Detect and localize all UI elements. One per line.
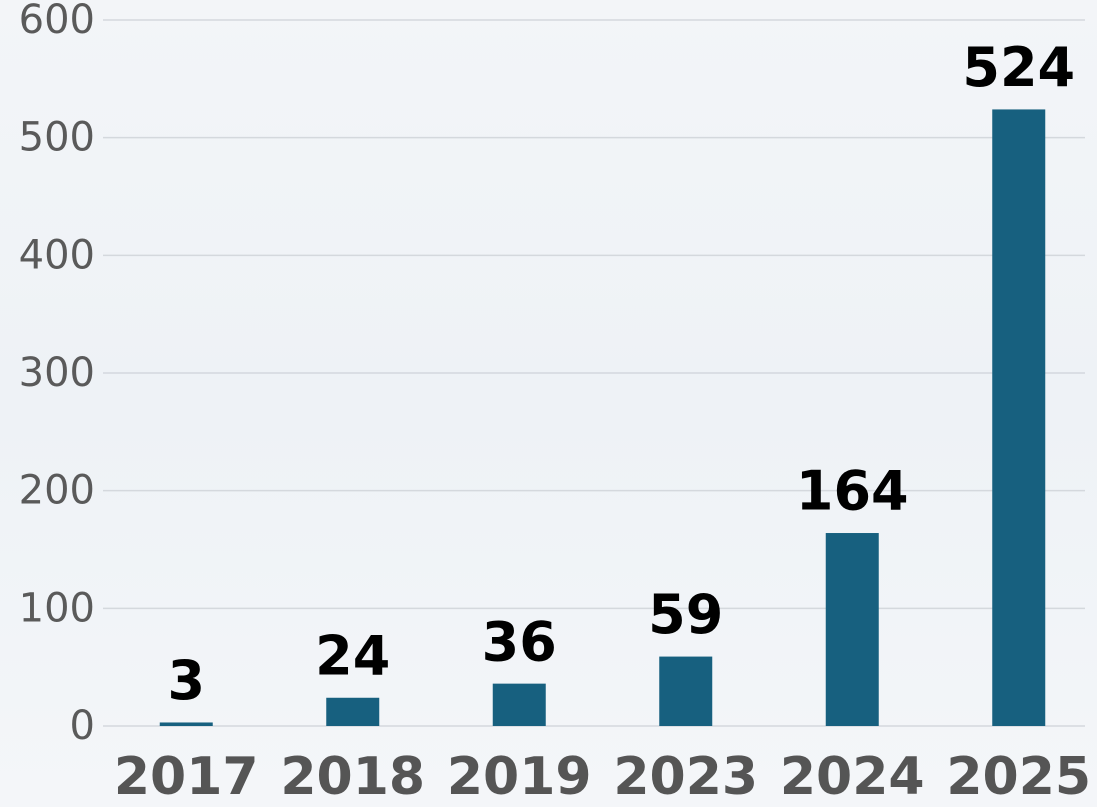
x-tick-label: 2023 (613, 747, 758, 807)
x-tick-label: 2018 (280, 747, 425, 807)
y-tick-label: 400 (19, 232, 95, 278)
bar (659, 656, 713, 726)
y-tick-label: 100 (19, 585, 95, 631)
y-tick-label: 300 (19, 350, 95, 396)
y-tick-label: 0 (70, 703, 95, 749)
y-tick-label: 600 (19, 0, 95, 43)
y-tick-label: 500 (19, 115, 95, 161)
x-tick-label: 2017 (114, 747, 259, 807)
value-label: 24 (315, 624, 390, 687)
value-label: 3 (167, 649, 205, 712)
bar (992, 109, 1046, 727)
value-label: 524 (962, 36, 1075, 99)
x-tick-label: 2019 (447, 747, 592, 807)
x-tick-label: 2025 (946, 747, 1091, 807)
x-tick-label: 2024 (780, 747, 925, 807)
value-label: 164 (796, 460, 909, 523)
bar (825, 533, 879, 726)
bar (159, 722, 213, 726)
value-label: 59 (648, 583, 723, 646)
y-tick-label: 200 (19, 468, 95, 514)
bar (492, 683, 546, 726)
bar (326, 697, 380, 726)
value-label: 36 (482, 610, 557, 673)
